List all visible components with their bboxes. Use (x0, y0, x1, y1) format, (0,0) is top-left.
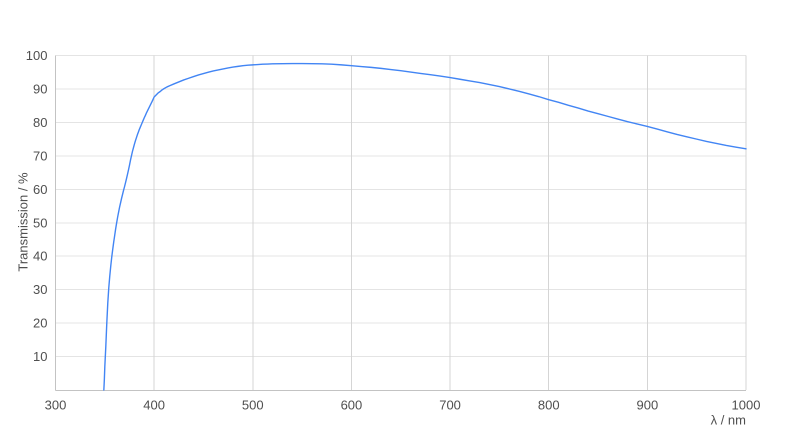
x-tick-label: 300 (45, 398, 67, 413)
y-tick-label: 30 (33, 282, 47, 297)
x-tick-label: 400 (143, 398, 165, 413)
y-tick-label: 90 (33, 81, 47, 96)
y-tick-label: 10 (33, 349, 47, 364)
y-tick-label: 70 (33, 148, 47, 163)
y-tick-label: 50 (33, 215, 47, 230)
x-tick-label: 700 (439, 398, 461, 413)
x-tick-label: 800 (538, 398, 560, 413)
y-tick-label: 80 (33, 115, 47, 130)
x-tick-label: 600 (341, 398, 363, 413)
y-axis-title: Transmission / % (15, 172, 31, 272)
x-axis-title: λ / nm (710, 412, 746, 428)
x-tick-label: 500 (242, 398, 264, 413)
y-tick-label: 20 (33, 316, 47, 331)
y-tick-label: 100 (26, 48, 48, 63)
y-tick-label: 60 (33, 182, 47, 197)
transmission-curve (103, 62, 747, 391)
x-tick-label: 1000 (732, 398, 761, 413)
x-tick-label: 900 (637, 398, 659, 413)
y-tick-label: 40 (33, 249, 47, 264)
